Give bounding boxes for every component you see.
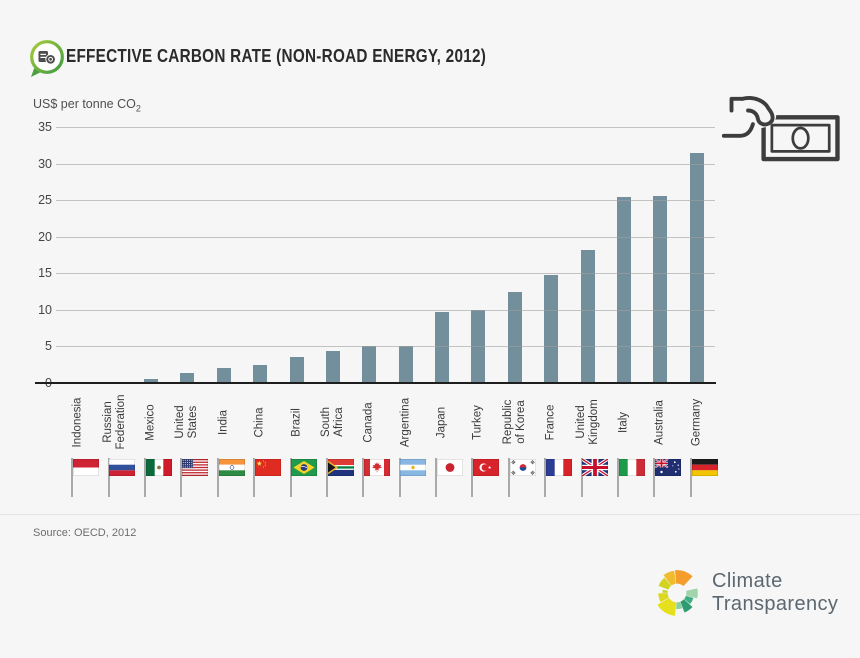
bar-italy xyxy=(617,197,632,383)
bar-china xyxy=(253,365,268,383)
flag-uk xyxy=(581,457,610,478)
flag-pole xyxy=(507,458,510,497)
source-note: Source: OECD, 2012 xyxy=(33,527,137,539)
x-tick-label: Japan xyxy=(435,406,448,438)
flag-pole xyxy=(71,458,74,497)
y-axis-unit-label: US$ per tonne CO2 xyxy=(33,97,141,114)
flag-germany xyxy=(691,459,718,476)
bar-australia xyxy=(653,195,668,383)
x-tick-label: Brazil xyxy=(290,407,303,437)
flag-india xyxy=(218,459,245,476)
x-tick-label: Canada xyxy=(362,401,375,443)
bar-brazil xyxy=(289,357,304,383)
x-tick-label: South Africa xyxy=(319,406,345,438)
y-tick-label: 10 xyxy=(38,302,52,317)
flag-indonesia xyxy=(72,459,99,476)
flag-pole xyxy=(471,458,474,497)
flag-pole xyxy=(143,458,146,497)
flag-pole xyxy=(180,458,183,497)
gridline xyxy=(56,127,715,128)
x-tick-label: France xyxy=(544,404,557,440)
bar-france xyxy=(544,275,559,383)
bar-mexico xyxy=(143,378,158,383)
gridline xyxy=(56,273,715,275)
gridline xyxy=(56,346,715,348)
bar-germany xyxy=(689,153,704,383)
flag-pole xyxy=(216,458,219,497)
bar-canada xyxy=(362,346,377,383)
x-tick-label: Germany xyxy=(690,398,703,446)
flag-argentina xyxy=(400,459,427,476)
y-tick-label: 20 xyxy=(38,229,52,244)
flag-pole xyxy=(253,458,256,497)
page-title: EFFECTIVE CARBON RATE (NON-ROAD ENERGY, … xyxy=(66,46,487,66)
flag-mexico xyxy=(145,459,172,476)
flag-russia xyxy=(109,459,136,476)
flag-france xyxy=(546,459,573,476)
bar-united-kingdom xyxy=(580,249,595,383)
climate-transparency-wordmark: Climate Transparency xyxy=(712,570,839,615)
flag-japan xyxy=(436,459,463,476)
x-tick-label: Italy xyxy=(617,411,630,433)
x-tick-label: India xyxy=(217,409,230,435)
flag-turkey xyxy=(473,459,500,476)
flag-china xyxy=(254,459,281,476)
bar-argentina xyxy=(398,345,413,383)
flag-pole xyxy=(544,458,547,497)
flag-brazil xyxy=(291,459,318,476)
bar-japan xyxy=(435,312,450,383)
flag-pole xyxy=(435,458,438,497)
x-tick-label: Republic of Korea xyxy=(501,399,527,445)
x-tick-label: China xyxy=(253,406,266,438)
x-tick-label: United States xyxy=(174,405,200,439)
y-tick-label: 5 xyxy=(45,339,52,354)
flag-pole xyxy=(580,458,583,497)
flag-pole xyxy=(398,458,401,497)
carbon-rate-bubble-icon xyxy=(30,40,64,77)
flag-italy xyxy=(618,459,645,476)
bar-turkey xyxy=(471,309,486,383)
y-tick-label: 30 xyxy=(38,156,52,171)
bar-united-states xyxy=(180,373,195,383)
flag-pole xyxy=(689,458,692,497)
x-tick-label: Argentina xyxy=(399,397,412,447)
x-tick-label: Australia xyxy=(653,399,666,445)
flag-pole xyxy=(362,458,365,497)
flag-canada xyxy=(364,459,391,476)
bar-south-africa xyxy=(325,350,340,383)
flag-pole xyxy=(107,458,110,497)
x-tick-label: Mexico xyxy=(144,403,157,441)
gridline xyxy=(56,163,715,165)
flag-south-korea xyxy=(509,459,536,476)
gridline xyxy=(56,309,715,311)
gridline xyxy=(56,200,715,202)
climate-transparency-wheel-icon xyxy=(652,568,702,618)
y-tick-label: 15 xyxy=(38,266,52,281)
x-tick-label: United Kingdom xyxy=(574,399,600,445)
flag-usa xyxy=(182,459,209,476)
footer-divider xyxy=(0,514,860,515)
flag-south-africa xyxy=(327,459,354,476)
flag-pole xyxy=(653,458,656,497)
y-tick-label: 35 xyxy=(38,120,52,134)
bar-india xyxy=(216,368,231,383)
hand-giving-banknote-icon xyxy=(722,96,840,162)
x-tick-label: Indonesia xyxy=(71,397,84,447)
y-tick-label: 25 xyxy=(38,193,52,208)
gridline xyxy=(56,236,715,238)
x-tick-label: Turkey xyxy=(471,404,484,440)
x-tick-label: Russian Federation xyxy=(101,394,127,450)
flag-pole xyxy=(325,458,328,497)
flag-pole xyxy=(289,458,292,497)
flag-australia xyxy=(654,458,682,476)
flag-pole xyxy=(617,458,620,497)
x-axis-line xyxy=(35,382,716,384)
bar-republic-of-korea xyxy=(507,291,522,383)
